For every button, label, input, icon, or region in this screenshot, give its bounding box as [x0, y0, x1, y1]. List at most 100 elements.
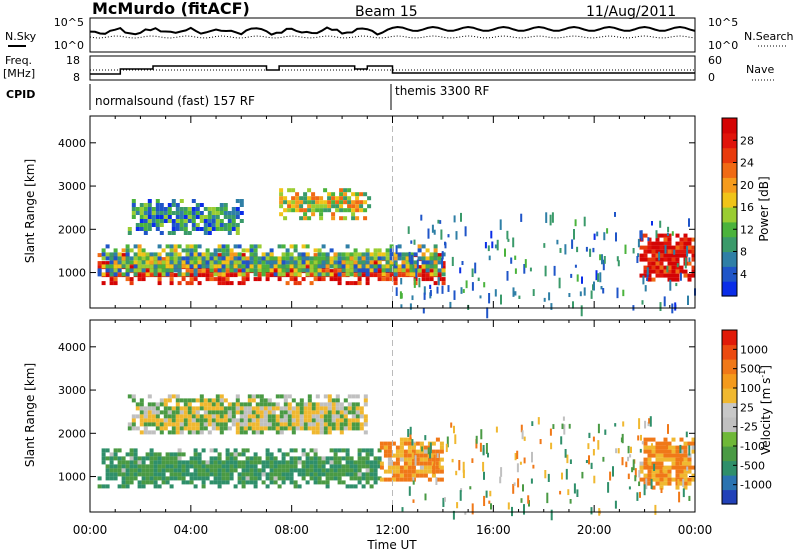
- heatmap-cell: [691, 249, 696, 254]
- noise-cell: [408, 251, 411, 263]
- noise-cell: [440, 229, 443, 240]
- heatmap-cell: [647, 269, 652, 274]
- heatmap-cell: [201, 252, 206, 257]
- noise-cell: [421, 446, 424, 452]
- heatmap-cell: [223, 398, 228, 403]
- heatmap-cell: [165, 456, 170, 461]
- heatmap-cell: [329, 277, 334, 282]
- heatmap-cell: [261, 252, 266, 257]
- heatmap-cell: [113, 277, 118, 282]
- heatmap-cell: [365, 480, 370, 485]
- heatmap-cell: [147, 223, 152, 227]
- heatmap-cell: [683, 453, 688, 458]
- heatmap-cell: [217, 281, 222, 286]
- heatmap-cell: [311, 430, 316, 435]
- heatmap-cell: [419, 465, 424, 470]
- heatmap-cell: [683, 269, 688, 274]
- heatmap-cell: [169, 273, 174, 278]
- heatmap-cell: [271, 414, 276, 419]
- heatmap-cell: [361, 268, 366, 273]
- heatmap-cell: [193, 452, 198, 457]
- noise-cell: [640, 230, 643, 241]
- heatmap-cell: [419, 473, 424, 478]
- heatmap-cell: [683, 465, 688, 470]
- heatmap-cell: [211, 211, 216, 215]
- heatmap-cell: [155, 199, 160, 203]
- heatmap-cell: [397, 252, 402, 257]
- heatmap-cell: [365, 268, 370, 273]
- noise-cell: [424, 435, 427, 441]
- heatmap-cell: [227, 215, 232, 219]
- heatmap-cell: [209, 273, 214, 278]
- heatmap-cell: [391, 461, 396, 466]
- heatmap-cell: [171, 223, 176, 227]
- heatmap-cell: [287, 188, 292, 193]
- heatmap-cell: [345, 268, 350, 273]
- heatmap-cell: [137, 468, 142, 473]
- heatmap-cell: [127, 227, 132, 231]
- noise-cell: [553, 265, 556, 276]
- heatmap-cell: [189, 252, 194, 257]
- heatmap-cell: [679, 473, 684, 478]
- heatmap-cell: [189, 281, 194, 286]
- heatmap-cell: [233, 273, 238, 278]
- heatmap-cell: [423, 453, 428, 458]
- noise-cell: [445, 443, 448, 453]
- heatmap-cell: [211, 223, 216, 227]
- heatmap-cell: [109, 468, 114, 473]
- heatmap-cell: [209, 472, 214, 477]
- heatmap-cell: [153, 464, 158, 469]
- heatmap-cell: [129, 480, 134, 485]
- heatmap-cell: [133, 244, 138, 249]
- heatmap-cell: [393, 252, 398, 257]
- heatmap-cell: [191, 219, 196, 223]
- heatmap-cell: [301, 468, 306, 473]
- heatmap-cell: [175, 215, 180, 219]
- heatmap-cell: [421, 256, 426, 261]
- heatmap-cell: [423, 449, 428, 454]
- heatmap-cell: [121, 480, 126, 485]
- heatmap-cell: [267, 398, 272, 403]
- noise-cell: [487, 452, 489, 458]
- heatmap-cell: [363, 192, 368, 197]
- heatmap-cell: [233, 256, 238, 261]
- heatmap-cell: [323, 426, 328, 431]
- heatmap-cell: [137, 456, 142, 461]
- heatmap-cell: [223, 223, 228, 227]
- heatmap-cell: [317, 256, 322, 261]
- heatmap-cell: [129, 460, 134, 465]
- heatmap-cell: [231, 227, 236, 231]
- heatmap-cell: [329, 260, 334, 265]
- heatmap-cell: [413, 264, 418, 269]
- heatmap-cell: [149, 252, 154, 257]
- heatmap-cell: [211, 215, 216, 219]
- heatmap-cell: [155, 422, 160, 427]
- noise-cell: [590, 462, 593, 469]
- heatmap-cell: [311, 406, 316, 411]
- heatmap-cell: [417, 265, 422, 270]
- heatmap-cell: [225, 269, 230, 274]
- heatmap-cell: [109, 264, 114, 269]
- heatmap-cell: [263, 406, 268, 411]
- heatmap-cell: [121, 248, 126, 253]
- heatmap-cell: [295, 200, 300, 205]
- noise-cell: [544, 470, 547, 479]
- noise-cell: [400, 278, 403, 285]
- heatmap-cell: [203, 215, 208, 219]
- heatmap-cell: [195, 215, 200, 219]
- heatmap-cell: [241, 464, 246, 469]
- heatmap-cell: [309, 281, 314, 286]
- heatmap-cell: [327, 402, 332, 407]
- noise-cell: [483, 282, 486, 288]
- noise-cell: [531, 421, 534, 427]
- heatmap-cell: [269, 464, 274, 469]
- noise-cell: [516, 463, 519, 473]
- noise-cell: [644, 420, 647, 429]
- heatmap-cell: [215, 418, 220, 423]
- heatmap-cell: [659, 469, 664, 474]
- heatmap-cell: [187, 430, 192, 435]
- heatmap-cell: [259, 422, 264, 427]
- heatmap-cell: [241, 253, 246, 258]
- heatmap-cell: [643, 269, 648, 274]
- heatmap-cell: [241, 260, 246, 265]
